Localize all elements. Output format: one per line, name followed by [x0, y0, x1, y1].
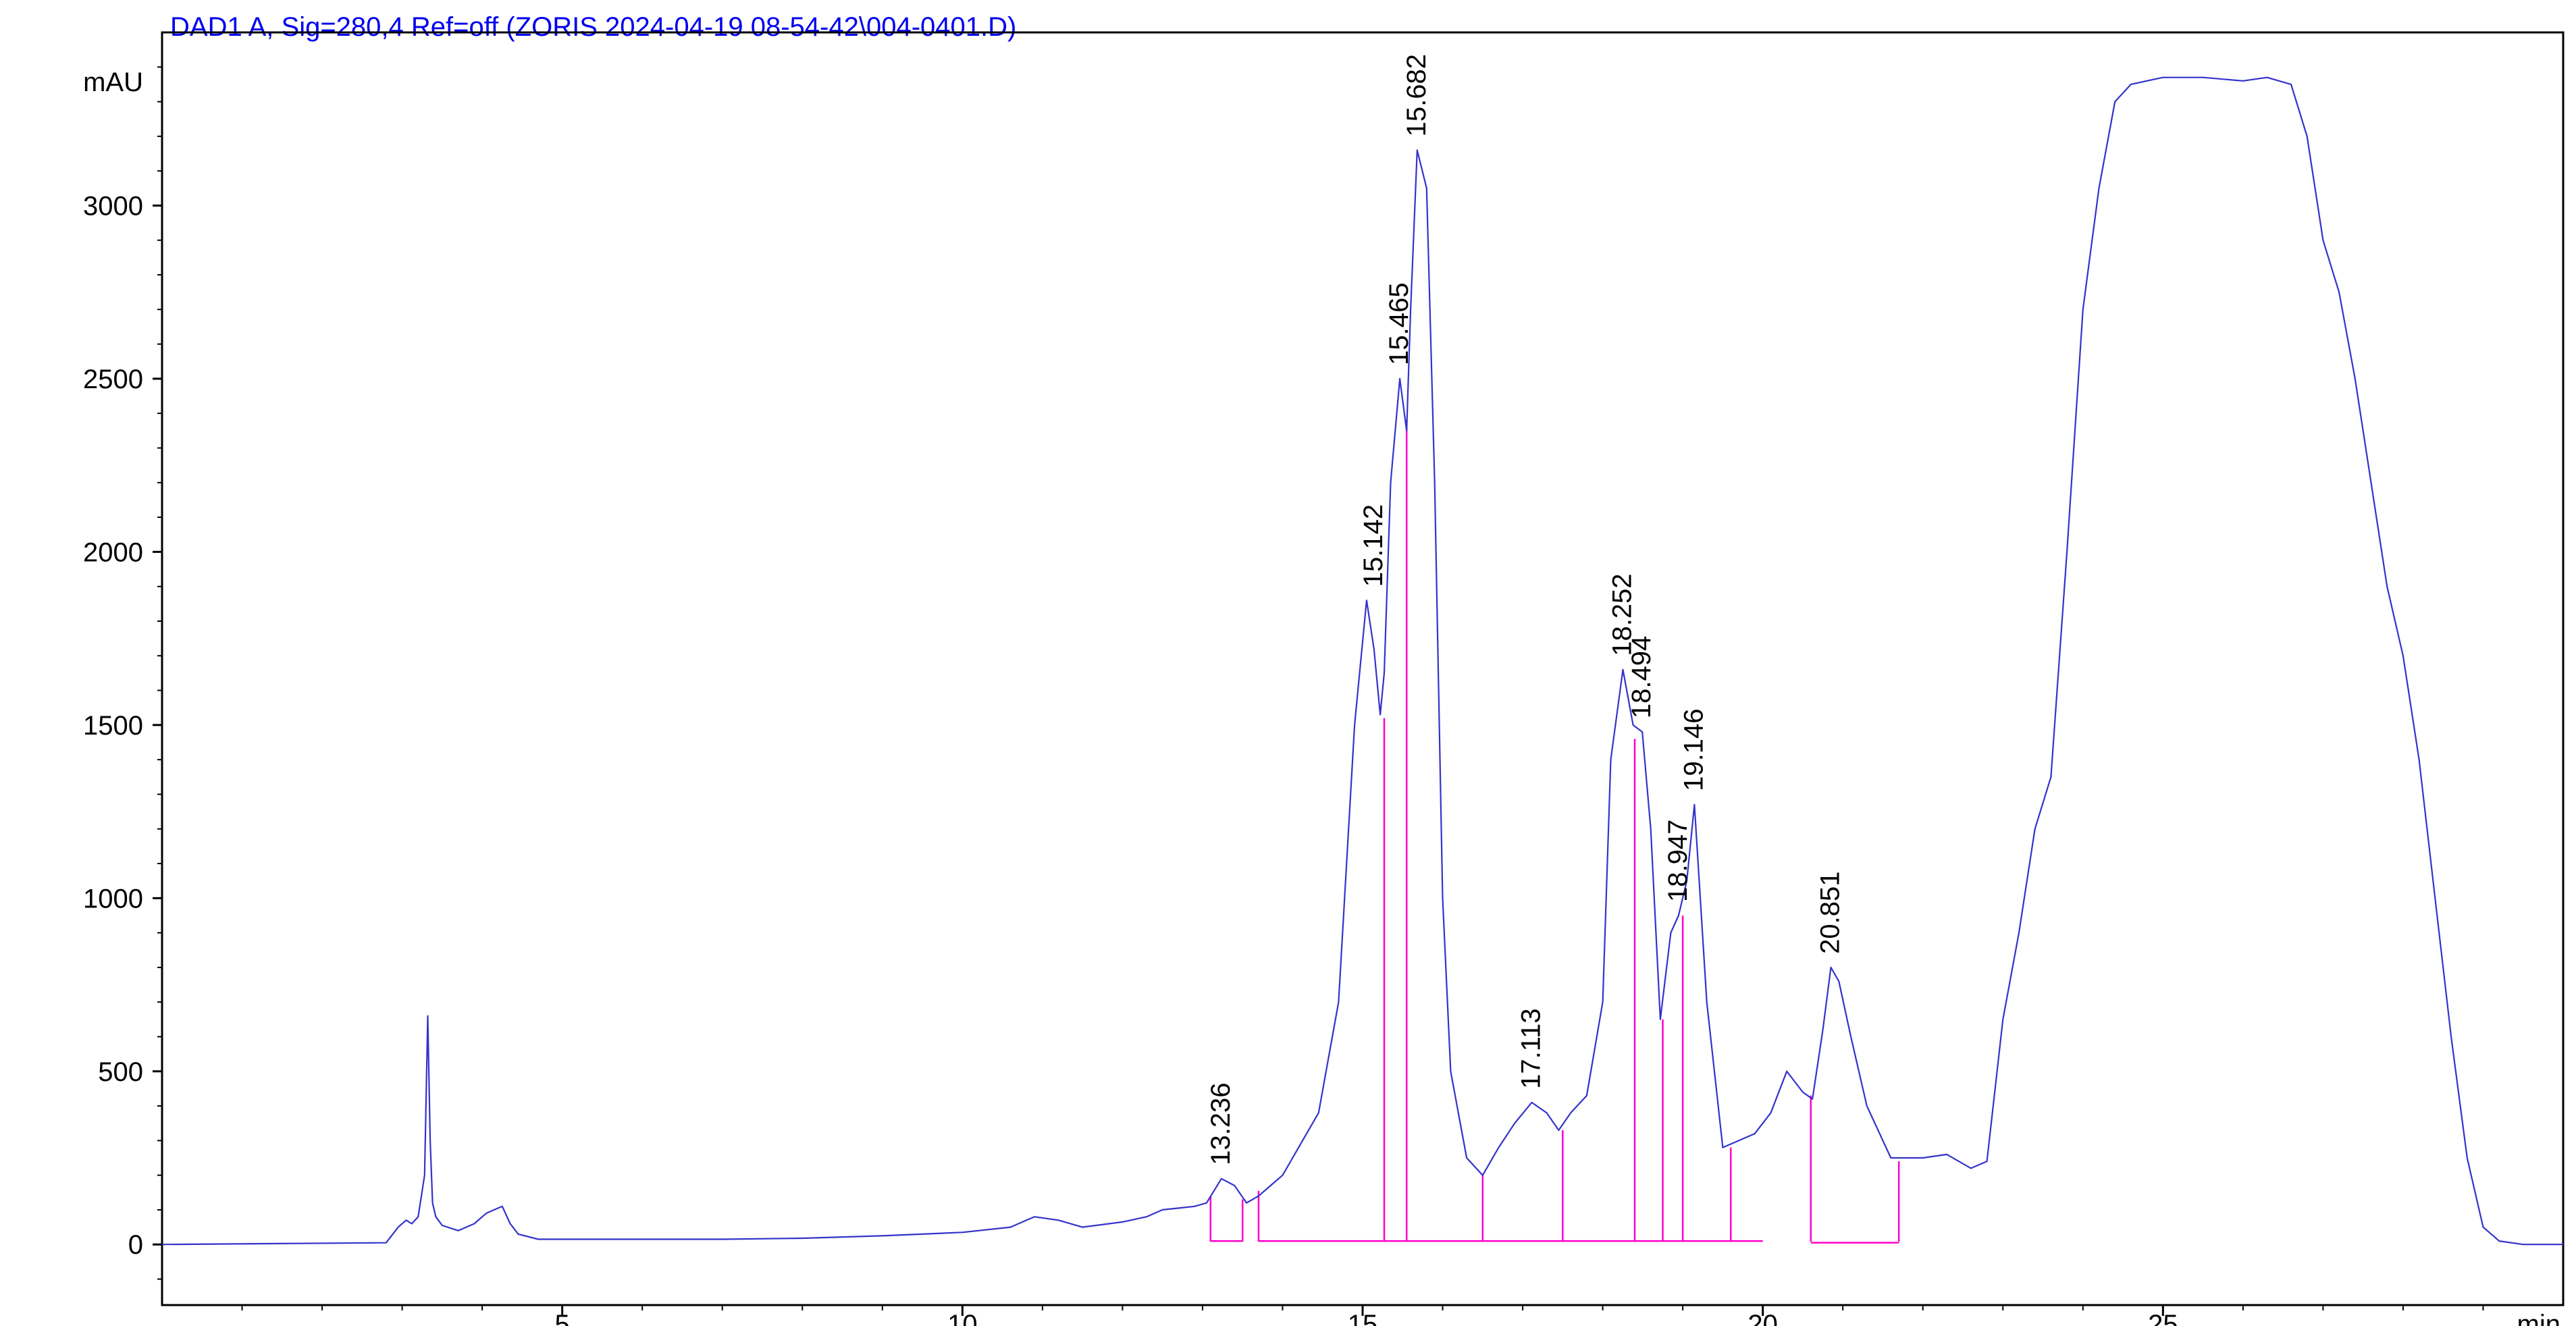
peak-label: 18.252 — [1608, 573, 1637, 656]
x-tick-label: 25 — [2148, 1310, 2178, 1326]
y-tick-label: 500 — [98, 1057, 143, 1087]
axis-layer: 0 500 1000 1500 2000 2500 3000 mAU 5 10 15 20 25 min — [83, 66, 2560, 1326]
y-tick-label: 2500 — [83, 365, 143, 394]
y-tick-label: 1000 — [83, 884, 143, 913]
peak-label: 20.851 — [1816, 872, 1845, 954]
peak-label: 18.947 — [1663, 820, 1693, 902]
x-tick-label: 15 — [1348, 1310, 1378, 1326]
y-tick-label: 0 — [128, 1230, 143, 1260]
peak-label: 15.465 — [1384, 283, 1414, 365]
y-tick-label: 2000 — [83, 537, 143, 567]
x-tick-label: 20 — [1747, 1310, 1778, 1326]
peak-label: 19.146 — [1679, 708, 1708, 791]
y-tick-label: 1500 — [83, 711, 143, 741]
x-axis-label: min — [2517, 1310, 2560, 1326]
peak-label: 18.494 — [1627, 636, 1656, 718]
plot-frame — [161, 31, 2565, 1306]
x-tick-label: 5 — [555, 1310, 570, 1326]
x-tick-label: 10 — [947, 1310, 978, 1326]
peak-label: 13.236 — [1206, 1082, 1236, 1165]
y-tick-label: 3000 — [83, 191, 143, 221]
y-axis-label: mAU — [83, 68, 143, 97]
peak-label: 15.142 — [1359, 504, 1388, 587]
signal-trace — [161, 76, 2563, 1246]
peak-label: 17.113 — [1517, 1009, 1546, 1089]
integration-layer — [1209, 420, 1900, 1244]
peak-label: 15.682 — [1402, 54, 1431, 136]
signal-layer — [161, 76, 2563, 1246]
label-layer: 13.236 15.142 15.465 15.682 17.113 18.25218.4… — [1206, 54, 1845, 1165]
chart-title: DAD1 A, Sig=280,4 Ref=off (ZORIS 2024-04… — [170, 12, 1017, 42]
